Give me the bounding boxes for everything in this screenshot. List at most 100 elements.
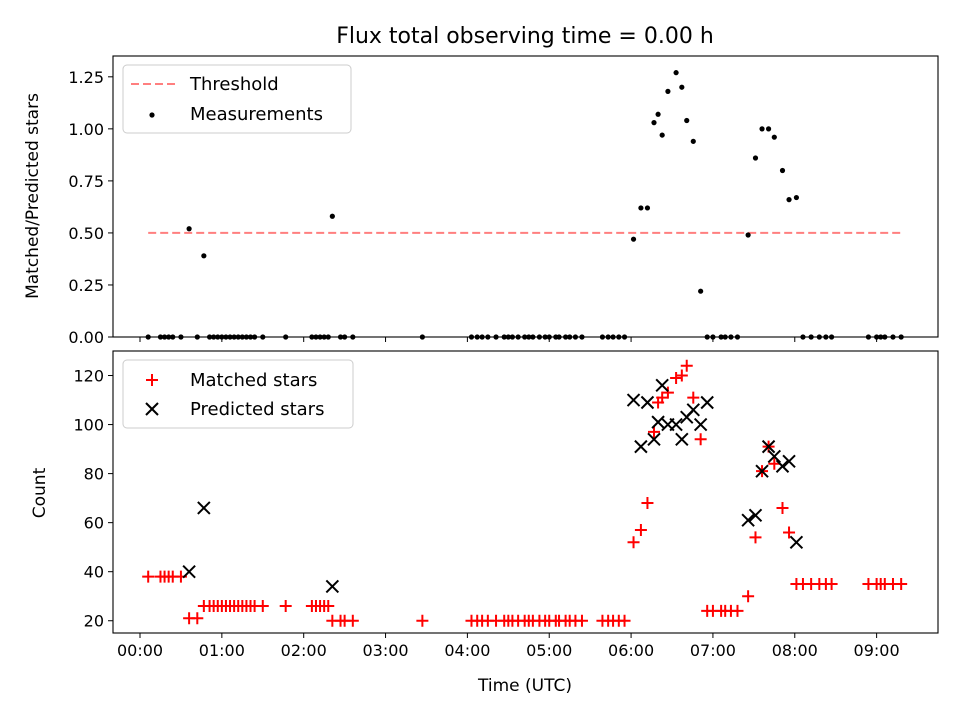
measurement-point	[800, 334, 806, 340]
matched-star-point	[776, 501, 789, 514]
predicted-star-point	[651, 415, 665, 429]
measurement-point	[170, 334, 176, 340]
plot-frame	[112, 350, 939, 634]
measurement-point	[599, 334, 606, 340]
predicted-star-point	[325, 579, 340, 594]
measurement-point	[283, 334, 289, 340]
predicted-star-point	[626, 393, 641, 407]
measurement-point	[219, 334, 225, 340]
y-tick-label: 1.00	[68, 120, 104, 139]
measurement-point	[337, 334, 344, 340]
measurement-point	[542, 334, 548, 340]
measurement-point	[243, 334, 250, 340]
legend-measurements-swatch	[149, 112, 155, 118]
measurement-point	[616, 334, 622, 340]
measurement-point	[698, 288, 704, 294]
measurement-point	[223, 334, 229, 340]
predicted-star-point	[634, 439, 648, 454]
measurement-point	[526, 334, 532, 340]
predicted-star-point	[182, 564, 196, 579]
matched-star-point	[731, 604, 744, 617]
matched-star-point	[675, 369, 688, 382]
measurement-point	[515, 334, 521, 340]
measurement-point	[605, 334, 611, 340]
predicted-star-point	[755, 464, 769, 478]
measurement-point	[231, 334, 237, 340]
measurement-point	[309, 334, 315, 340]
y-tick-label: 0.75	[68, 172, 104, 191]
bottom-legend: Matched stars Predicted stars	[122, 359, 354, 429]
measurement-point	[201, 253, 207, 259]
x-tick-label: 06:00	[608, 641, 654, 660]
matched-star-point	[575, 614, 588, 627]
predicted-star-point	[655, 378, 669, 393]
measurement-point	[786, 197, 792, 203]
matched-star-point	[768, 457, 781, 470]
matched-star-point	[634, 524, 647, 537]
measurement-point	[638, 205, 644, 211]
top-legend-box	[122, 64, 352, 134]
measurement-point	[765, 126, 772, 132]
matched-star-point	[618, 614, 631, 627]
matched-star-point	[256, 600, 269, 613]
predicted-star-point	[761, 439, 776, 454]
measurement-point	[509, 334, 516, 340]
predicted-star-point	[197, 501, 211, 515]
measurement-point	[178, 334, 184, 340]
measurement-point	[665, 88, 671, 94]
measurement-point	[759, 126, 765, 132]
matched-star-point	[647, 425, 660, 438]
measurement-point	[485, 334, 491, 340]
predicted-star-point	[693, 417, 708, 432]
x-tick-label: 01:00	[199, 641, 245, 660]
measurement-point	[563, 334, 569, 340]
measurement-point	[239, 334, 245, 340]
y-tick-label: 0.25	[68, 276, 104, 295]
measurement-point	[493, 334, 499, 340]
matched-star-point	[825, 577, 838, 590]
x-tick-label: 03:00	[362, 641, 408, 660]
measurement-point	[808, 334, 814, 340]
measurement-point	[145, 334, 151, 340]
measurement-point	[771, 134, 777, 140]
measurement-point	[157, 334, 164, 340]
measurement-point	[505, 334, 511, 340]
measurement-point	[321, 334, 327, 340]
measurement-point	[816, 334, 822, 340]
measurement-point	[865, 334, 872, 340]
measurement-point	[342, 334, 348, 340]
bottom-panel: 00:00 01:00 02:00 03:00 04:00 05:00 06:00 07:00…	[73, 350, 939, 660]
measurement-point	[829, 334, 835, 340]
matched-star-point	[687, 391, 700, 404]
measurement-point	[227, 334, 233, 340]
measurement-point	[610, 334, 616, 340]
predicted-star-point	[741, 513, 755, 527]
measurement-point	[161, 334, 168, 340]
legend-matched-swatch	[146, 374, 158, 386]
matched-star-point	[627, 536, 640, 549]
measurement-point	[251, 334, 258, 340]
measurement-point	[704, 334, 710, 340]
measurement-point	[898, 334, 904, 340]
measurement-point	[673, 70, 679, 76]
legend-predicted-label: Predicted stars	[190, 399, 324, 420]
measurement-point	[793, 194, 800, 201]
predicted-star-point	[775, 459, 790, 473]
measurement-point	[474, 334, 480, 340]
predicted-star-point	[782, 454, 796, 469]
matched-star-point	[680, 359, 693, 372]
measurement-point	[651, 120, 657, 126]
x-tick-label: 00:00	[117, 641, 163, 660]
legend-predicted-swatch	[145, 402, 159, 416]
y-tick-label: 1.25	[68, 68, 104, 87]
x-tick-label: 09:00	[854, 641, 900, 660]
measurement-point	[690, 138, 696, 144]
measurement-point	[710, 334, 716, 340]
measurement-point	[655, 111, 661, 117]
top-legend: Threshold Measurements	[122, 64, 352, 134]
matched-star-point	[661, 386, 674, 399]
matched-star-point	[742, 590, 755, 603]
legend-threshold-label: Threshold	[189, 74, 279, 95]
matched-star-point	[694, 433, 707, 446]
